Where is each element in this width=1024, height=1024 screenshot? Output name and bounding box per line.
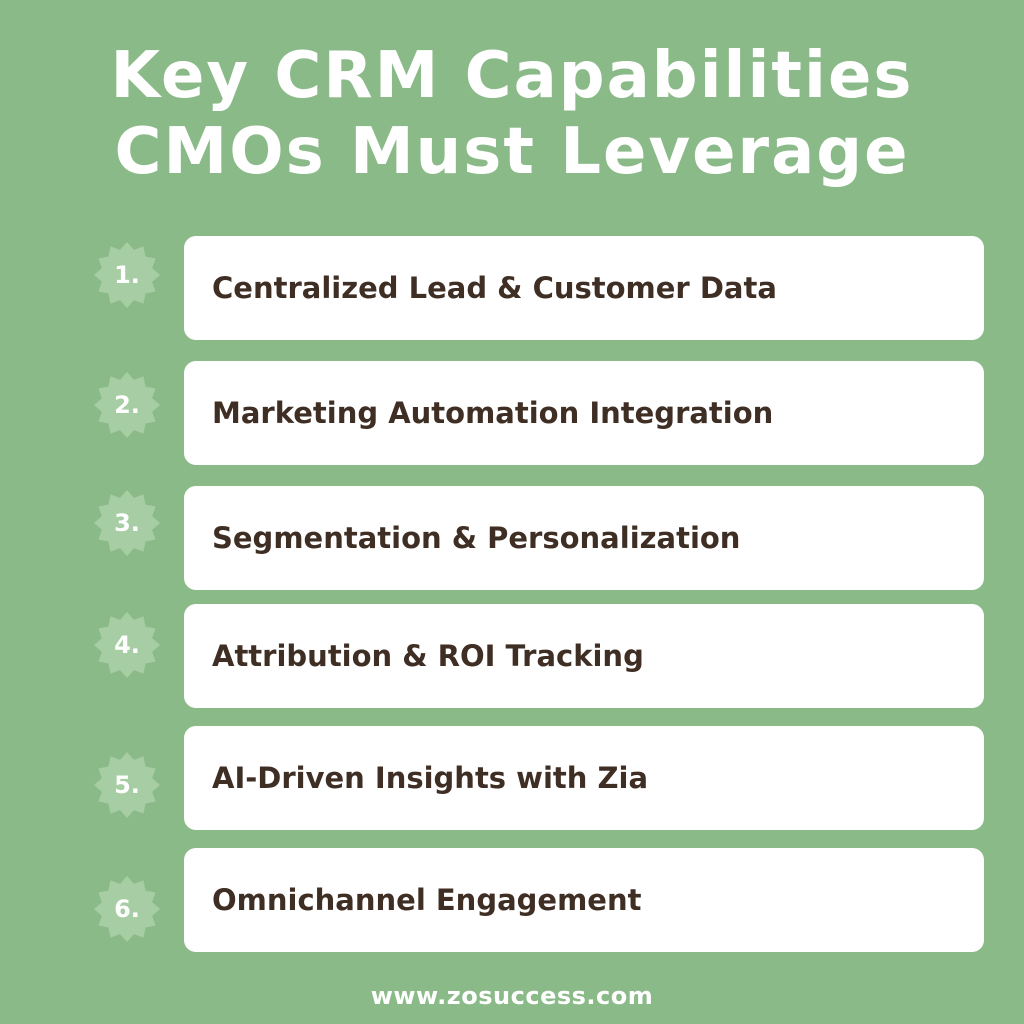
number-badge: 6. (94, 876, 160, 942)
capability-label: Omnichannel Engagement (212, 883, 642, 917)
capability-card: Centralized Lead & Customer Data (184, 236, 984, 340)
number-badge: 5. (94, 752, 160, 818)
item-number: 3. (114, 509, 140, 537)
website-url: www.zosuccess.com (370, 982, 654, 1010)
number-badge: 4. (94, 612, 160, 678)
badge-shape (94, 612, 160, 678)
badge-shape (94, 242, 160, 308)
number-badge: 2. (94, 372, 160, 438)
capability-label: Attribution & ROI Tracking (212, 639, 644, 673)
capability-label: Segmentation & Personalization (212, 521, 741, 555)
badge-shape (94, 752, 160, 818)
item-number: 4. (114, 631, 140, 659)
capability-card: Marketing Automation Integration (184, 361, 984, 465)
item-number: 6. (114, 895, 140, 923)
page-title: Key CRM Capabilities CMOs Must Leverage (0, 38, 1024, 190)
badge-shape (94, 490, 160, 556)
title-line-2: CMOs Must Leverage (114, 115, 910, 189)
number-badge: 1. (94, 242, 160, 308)
number-badge: 3. (94, 490, 160, 556)
capability-card: Attribution & ROI Tracking (184, 604, 984, 708)
item-number: 1. (114, 261, 140, 289)
capability-card: AI-Driven Insights with Zia (184, 726, 984, 830)
capability-label: AI-Driven Insights with Zia (212, 761, 649, 795)
capability-card: Segmentation & Personalization (184, 486, 984, 590)
title-line-1: Key CRM Capabilities (110, 39, 914, 113)
capability-card: Omnichannel Engagement (184, 848, 984, 952)
capability-label: Marketing Automation Integration (212, 396, 774, 430)
badge-shape (94, 876, 160, 942)
item-number: 5. (114, 771, 140, 799)
badge-shape (94, 372, 160, 438)
capability-label: Centralized Lead & Customer Data (212, 271, 777, 305)
item-number: 2. (114, 391, 140, 419)
